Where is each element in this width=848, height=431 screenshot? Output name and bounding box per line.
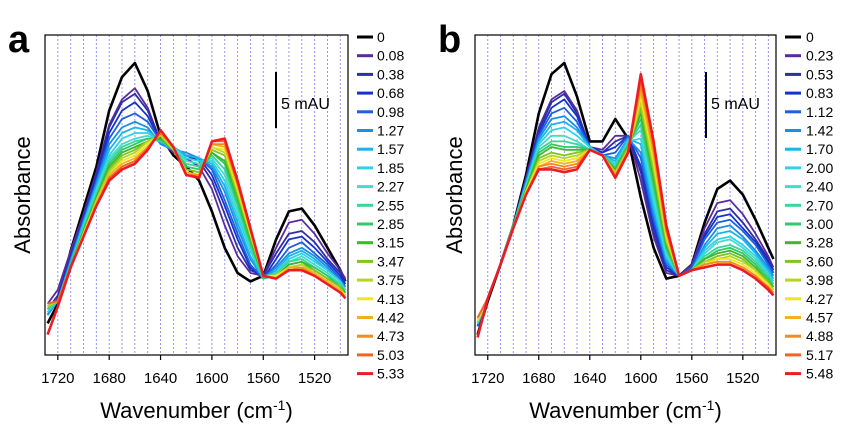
y-axis-label: Absorbance [442, 136, 467, 253]
scale-bar-label: 5 mAU [281, 96, 330, 113]
x-tick-label: 1520 [726, 370, 759, 387]
chart-panel-a: 1720 1680 1640 1600 1560 1520 Wavenumber (cm-1… [8, 19, 404, 423]
legend-label: 2.55 [377, 197, 404, 213]
series-line-2.55 [47, 137, 347, 311]
x-tick-label: 1680 [522, 370, 555, 387]
legend: 0 0.08 0.38 0.68 0.98 1.27 1.57 1.85 2.27 2.55 2.8… [357, 29, 404, 382]
series-line-3.75 [47, 134, 347, 308]
x-axis-label: Wavenumber (cm-1) [529, 397, 722, 423]
x-tick-label: 1520 [298, 370, 331, 387]
scale-bar-label: 5 mAU [711, 96, 760, 113]
x-axis-label-exponent: -1 [273, 397, 286, 413]
x-tick-label: 1680 [93, 370, 126, 387]
legend-label: 1.85 [377, 160, 404, 176]
legend-label: 2.85 [377, 216, 404, 232]
legend-label: 0.68 [377, 85, 404, 101]
legend: 0 0.23 0.53 0.83 1.12 1.42 1.70 2.00 2.40 2.70 3.0… [785, 29, 833, 382]
legend-label: 3.28 [806, 235, 833, 251]
legend-label: 5.48 [806, 366, 833, 382]
legend-label: 4.88 [806, 328, 833, 344]
x-tick-label: 1640 [144, 370, 177, 387]
legend-label: 2.70 [806, 197, 833, 213]
legend-label: 0 [377, 29, 385, 45]
series-line-5.33 [46, 128, 347, 336]
plot-frame [44, 34, 349, 356]
x-axis-label-text: Wavenumber (cm [529, 398, 702, 423]
legend-label: 3.15 [377, 235, 404, 251]
legend-label: 0.53 [806, 66, 833, 82]
legend-label: 1.27 [377, 123, 404, 139]
legend-label: 4.42 [377, 310, 404, 326]
series-lines [476, 61, 775, 338]
legend-label: 5.17 [806, 347, 833, 363]
legend-label: 3.00 [806, 216, 833, 232]
x-tick-label: 1720 [471, 370, 504, 387]
legend-label: 2.27 [377, 179, 404, 195]
legend-label: 3.60 [806, 253, 833, 269]
legend-label: 1.57 [377, 141, 404, 157]
legend-label: 0 [806, 29, 814, 45]
legend-label: 1.12 [806, 104, 833, 120]
legend-label: 2.40 [806, 179, 833, 195]
legend-label: 2.00 [806, 160, 833, 176]
x-tick-label: 1600 [195, 370, 228, 387]
x-tick-label: 1720 [41, 370, 74, 387]
grid-lines [57, 35, 341, 355]
legend-label: 0.08 [377, 48, 404, 64]
x-tick-label: 1600 [624, 370, 657, 387]
legend-label: 1.70 [806, 141, 833, 157]
legend-label: 4.27 [806, 291, 833, 307]
x-axis-label-exponent: -1 [702, 397, 715, 413]
x-axis-label-close: ) [714, 398, 721, 423]
legend-label: 3.75 [377, 272, 404, 288]
legend-label: 5.33 [377, 366, 404, 382]
x-axis-label: Wavenumber (cm-1) [100, 397, 293, 423]
x-tick-label: 1560 [675, 370, 708, 387]
panel-label: b [438, 19, 461, 61]
series-line-0.53 [476, 92, 775, 327]
legend-label: 0.98 [377, 104, 404, 120]
series-line-3.47 [47, 134, 347, 308]
series-line-2.27 [47, 134, 347, 311]
legend-label: 0.83 [806, 85, 833, 101]
panel-label: a [8, 19, 30, 61]
x-axis-label-close: ) [285, 398, 292, 423]
x-tick-label: 1560 [247, 370, 280, 387]
legend-label: 0.38 [377, 66, 404, 82]
legend-label: 1.42 [806, 123, 833, 139]
series-line-0 [46, 61, 347, 325]
legend-label: 3.47 [377, 253, 404, 269]
plot-frame [474, 34, 777, 356]
legend-label: 4.57 [806, 310, 833, 326]
series-line-5.48 [476, 72, 775, 338]
series-line-1.12 [476, 106, 775, 327]
series-line-1.85 [46, 132, 347, 313]
legend-label: 4.73 [377, 328, 404, 344]
y-axis-label: Absorbance [10, 136, 35, 253]
legend-label: 4.13 [377, 291, 404, 307]
legend-label: 3.98 [806, 272, 833, 288]
series-lines [46, 61, 347, 336]
legend-label: 0.23 [806, 48, 833, 64]
x-axis-label-text: Wavenumber (cm [100, 398, 273, 423]
x-tick-label: 1640 [573, 370, 606, 387]
legend-label: 5.03 [377, 347, 404, 363]
grid-lines [487, 35, 769, 355]
series-line-1.57 [46, 126, 347, 313]
